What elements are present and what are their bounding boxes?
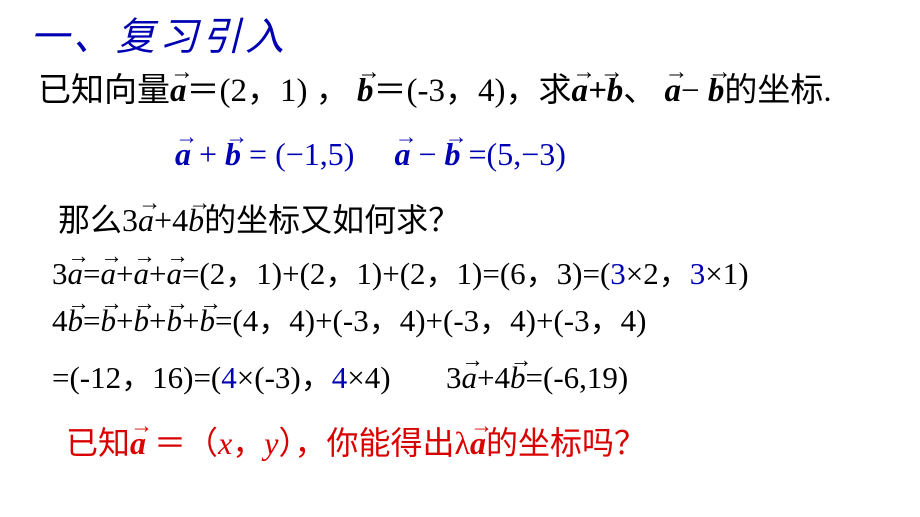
- x: ×1): [705, 256, 748, 291]
- question-line: 那么3a+4b的坐标又如何求？: [58, 204, 906, 236]
- op: =: [469, 136, 487, 172]
- vec-b: b: [100, 305, 116, 336]
- vec-b: b: [188, 204, 204, 236]
- txt: 那么3: [58, 202, 138, 238]
- op: =: [249, 136, 267, 172]
- vec-a: a: [470, 427, 486, 459]
- vec-b: b: [225, 138, 241, 170]
- vec-a: a: [68, 258, 84, 289]
- vec-b: b: [68, 305, 84, 336]
- n: 3: [52, 256, 68, 291]
- op: −: [418, 136, 436, 172]
- vec-a2: a: [665, 75, 682, 108]
- final-question: 已知a ＝（x，y），你能得出λa的坐标吗？: [66, 427, 906, 459]
- mid: =(2，1)+(2，1)+(2，1)=(6，3)=(: [182, 256, 610, 291]
- eq: ＝(2，1) ，: [187, 73, 349, 109]
- vec-b: b: [133, 305, 149, 336]
- tail: =(4，4)+(-3，4)+(-3，4)+(-3，4): [215, 303, 647, 338]
- calc-3a: 3a=a+a+a=(2，1)+(2，1)+(2，1)=(6，3)=(3×2，3×…: [52, 258, 906, 289]
- vec-a: a: [170, 75, 187, 108]
- txt: ），你能得出λ: [278, 425, 470, 461]
- txt: 的坐标又如何求？: [204, 202, 460, 238]
- vec-a: a: [138, 204, 154, 236]
- y: y: [264, 425, 278, 461]
- vec-sum: a+b: [571, 75, 623, 108]
- calc-4b: 4b=b+b+b+b=(4，4)+(-3，4)+(-3，4)+(-3，4): [52, 305, 906, 336]
- x: x: [218, 425, 232, 461]
- vec-a: a: [133, 258, 149, 289]
- vec-b: b: [445, 138, 461, 170]
- given-line: 已知向量a＝(2，1) ， b＝(-3，4)，求a+b、 a− b的坐标.: [38, 75, 906, 108]
- vec-a: a: [100, 258, 116, 289]
- val: (5,−3): [487, 136, 566, 172]
- vec-b: b: [199, 305, 215, 336]
- txt: 已知向量: [38, 73, 170, 109]
- vec-a: a: [462, 362, 478, 393]
- txt: 已知: [66, 425, 130, 461]
- vec-a: a: [166, 258, 182, 289]
- r: =(-6,19): [526, 360, 629, 395]
- n: 4: [52, 303, 68, 338]
- k: 4: [221, 360, 237, 395]
- header: 一、复习引入: [30, 18, 906, 57]
- answer-line: a + b = (−1,5) a − b =(5,−3): [175, 138, 906, 170]
- x: ×(-3)，: [237, 360, 332, 395]
- txt: 的坐标.: [724, 73, 831, 109]
- vec-a: a: [394, 138, 410, 170]
- t: =(-12，16)=(: [52, 360, 221, 395]
- op: +: [199, 136, 217, 172]
- calc-result: =(-12，16)=(4×(-3)，4×4) 3a+4b=(-6,19): [52, 362, 906, 393]
- vec-b: b: [166, 305, 182, 336]
- k: 3: [690, 256, 706, 291]
- k: 4: [332, 360, 348, 395]
- x: ×2，: [626, 256, 690, 291]
- x: ×4): [347, 360, 390, 395]
- vec-a: a: [175, 138, 191, 170]
- k: 3: [610, 256, 626, 291]
- sep: 、: [623, 73, 656, 109]
- vec-b: b: [510, 362, 526, 393]
- txt: 的坐标吗？: [486, 425, 646, 461]
- vec-b: b: [357, 75, 374, 108]
- n: 3: [446, 360, 462, 395]
- eq: ＝（: [146, 425, 218, 461]
- val: (−1,5): [275, 136, 354, 172]
- vec-b2: b: [708, 75, 725, 108]
- c: ，: [232, 425, 264, 461]
- eq: ＝(-3，4)，求: [373, 73, 571, 109]
- vec-a: a: [130, 427, 146, 459]
